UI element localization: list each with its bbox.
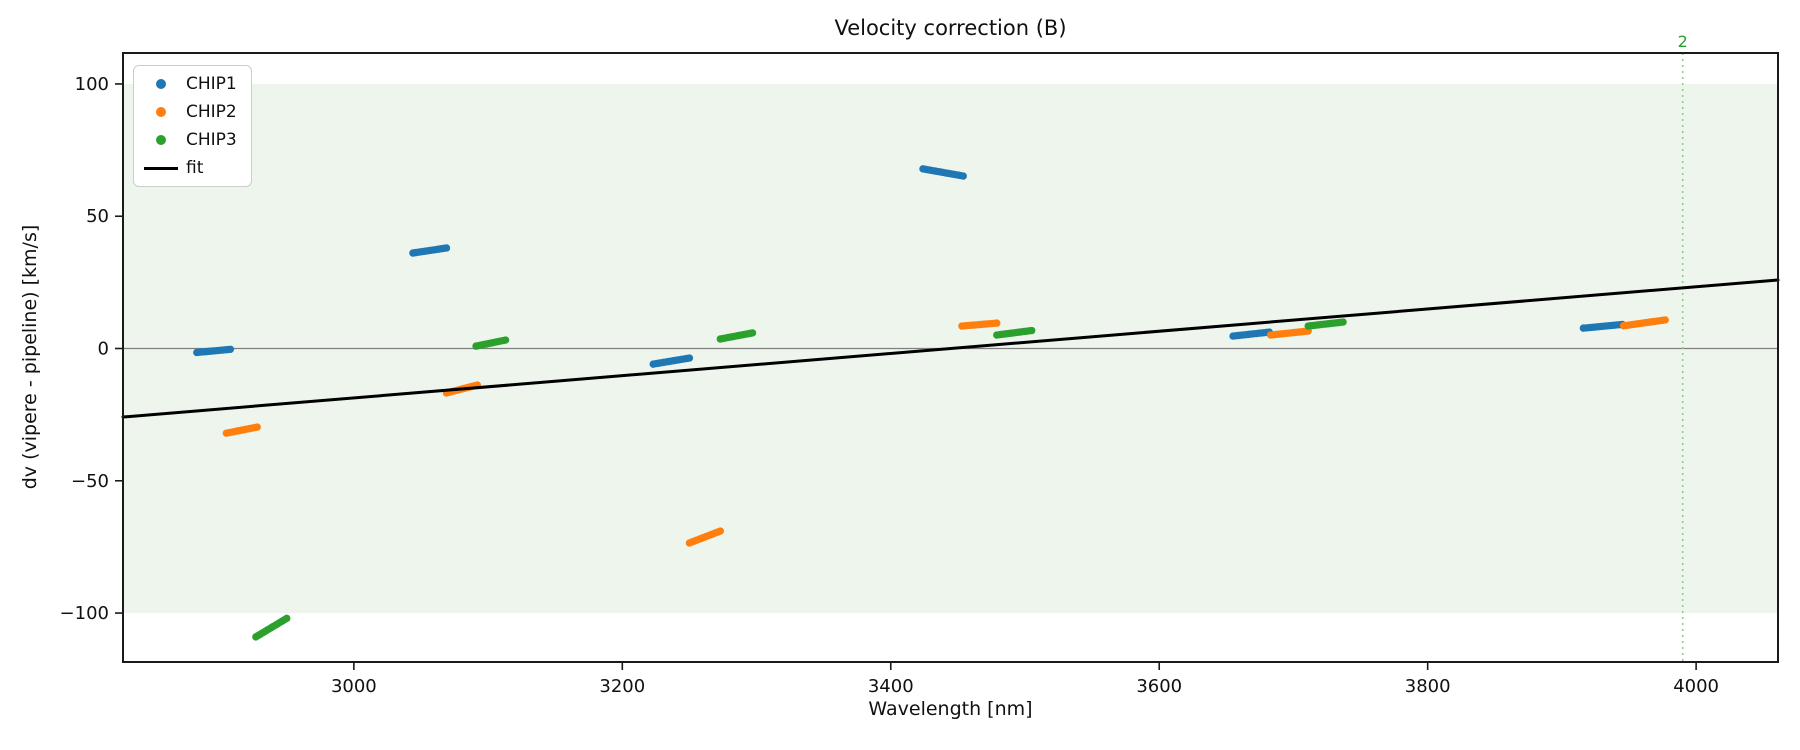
data-point-chip3: [1028, 326, 1036, 335]
x-tick-label: 3600: [1136, 676, 1182, 697]
legend: CHIP1 CHIP2 CHIP3 fit: [133, 65, 252, 187]
y-tick-label: −100: [60, 603, 109, 624]
data-point-chip3: [283, 614, 291, 623]
legend-label: CHIP3: [186, 130, 237, 150]
data-point-chip2: [993, 319, 1001, 327]
data-point-chip1: [442, 244, 451, 252]
legend-label: CHIP1: [186, 74, 237, 94]
x-tick-label: 3200: [599, 676, 645, 697]
legend-label: fit: [186, 158, 204, 178]
x-tick-label: 4000: [1673, 676, 1719, 697]
order-number-label: 2: [1678, 32, 1688, 51]
fit-line-swatch: [144, 166, 178, 170]
legend-item-chip3: CHIP3: [144, 130, 237, 150]
x-tick-label: 3800: [1405, 676, 1451, 697]
fit-line: [121, 278, 1780, 419]
data-point-chip3: [748, 329, 757, 337]
x-tick-label: 3000: [331, 676, 377, 697]
legend-label: CHIP2: [186, 102, 237, 122]
data-point-chip2: [716, 527, 725, 535]
chip3-dot-icon: [156, 135, 166, 145]
x-axis-label: Wavelength [nm]: [868, 698, 1033, 720]
data-point-chip1: [226, 345, 235, 353]
data-point-chip3: [501, 336, 510, 344]
fit-line-marker: [144, 166, 178, 170]
y-axis-label: dv (vipere - pipeline) [km/s]: [19, 224, 41, 490]
y-tick-label: 100: [75, 74, 109, 95]
chart-title: Velocity correction (B): [834, 16, 1067, 40]
chip1-dot-icon: [156, 79, 166, 89]
x-tick-label: 3400: [868, 676, 914, 697]
legend-item-chip2: CHIP2: [144, 102, 237, 122]
data-point-chip2: [1661, 316, 1669, 324]
data-point-chip1: [685, 354, 694, 362]
y-tick-label: 50: [86, 206, 109, 227]
y-tick-label: −50: [71, 471, 109, 492]
chip2-dot-icon: [156, 107, 166, 117]
scatter-dot-marker: [144, 79, 178, 89]
data-point-chip3: [1339, 318, 1347, 326]
scatter-dot-marker: [144, 135, 178, 145]
legend-item-fit: fit: [144, 158, 237, 178]
data-point-chip1: [959, 172, 967, 180]
axes-spines: [122, 52, 1779, 663]
scatter-dot-marker: [144, 107, 178, 117]
data-point-chip2: [253, 423, 261, 431]
legend-item-chip1: CHIP1: [144, 74, 237, 94]
y-tick-label: 0: [98, 339, 109, 360]
